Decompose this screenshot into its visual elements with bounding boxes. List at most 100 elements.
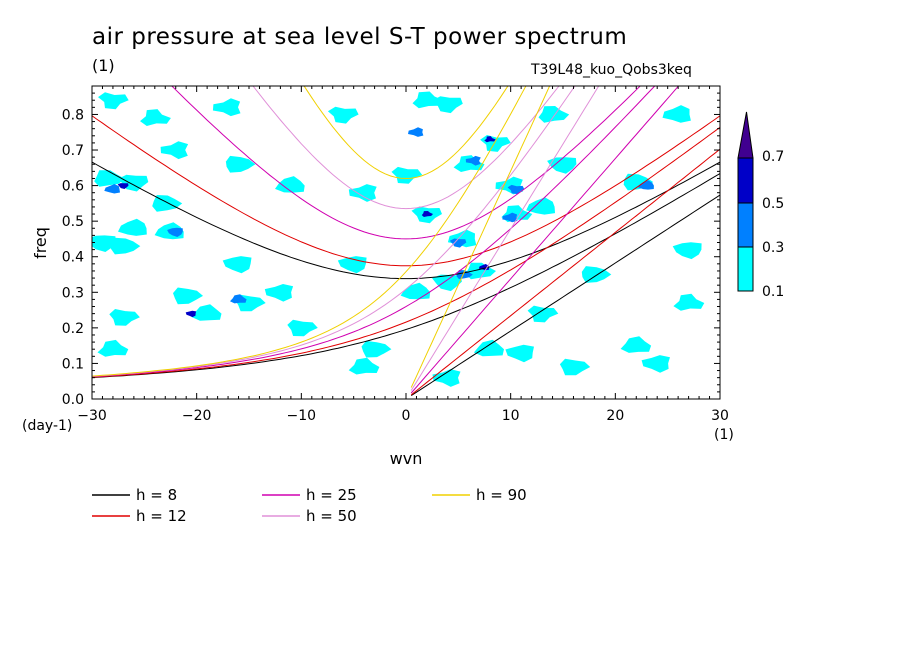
contour-patch	[465, 155, 481, 166]
contour-patch	[673, 293, 705, 311]
contour-patch	[173, 287, 203, 305]
x-tick-label: 30	[711, 408, 729, 424]
legend-label: h = 50	[306, 507, 357, 525]
y-axis-unit: (day-1)	[22, 418, 72, 434]
colorbar-label: 0.1	[762, 284, 784, 300]
y-tick-label: 0.6	[62, 179, 84, 195]
contour-patch	[327, 106, 359, 124]
mrg-curve	[92, 86, 527, 377]
colorbar: 0.1 0.3 0.5 0.7	[737, 111, 784, 300]
contour-patch	[641, 355, 670, 373]
contour-patch	[98, 92, 129, 110]
contour-patch	[662, 105, 691, 123]
contour-patch	[361, 340, 392, 358]
contour-patch	[484, 136, 496, 143]
contour-patch	[222, 256, 252, 274]
contour-patch	[109, 309, 140, 326]
y-tick-label: 0.2	[62, 321, 84, 337]
y-axis-title: freq	[31, 227, 50, 259]
contour-patch	[400, 282, 431, 300]
dispersion-curve-layer	[92, 86, 720, 397]
mrg-curve	[92, 86, 576, 377]
contour-patch	[391, 166, 423, 184]
x-axis-unit: (1)	[714, 427, 734, 443]
legend-label: h = 12	[136, 507, 187, 525]
contour-patch	[212, 98, 241, 117]
contour-patch	[140, 109, 171, 126]
contour-patch	[110, 237, 141, 255]
contour-patch	[92, 235, 116, 252]
kelvin-curve	[410, 86, 551, 388]
chart-title: air pressure at sea level S-T power spec…	[92, 24, 628, 50]
inertio-gravity-curve	[92, 161, 720, 280]
colorbar-segment	[737, 157, 754, 204]
kelvin-curve	[410, 86, 600, 391]
y-tick-label: 0.1	[62, 356, 84, 372]
mrg-curve	[92, 173, 720, 379]
colorbar-label: 0.3	[762, 240, 784, 256]
contour-patch	[94, 170, 125, 187]
contour-patch	[118, 218, 147, 236]
contour-patch	[559, 358, 591, 376]
case-label: T39L48_kuo_Qobs3keq	[531, 62, 692, 78]
mrg-curve	[92, 86, 656, 378]
contour-patch	[502, 212, 518, 223]
inertio-gravity-curve	[252, 86, 560, 210]
mrg-curve	[92, 126, 720, 378]
colorbar-triangle	[737, 111, 754, 159]
kelvin-curve	[410, 86, 680, 394]
y-tick-label: 0.8	[62, 107, 84, 123]
contour-patch	[275, 176, 305, 193]
contour-patch	[547, 157, 577, 174]
legend: h = 8 h = 12 h = 25 h = 50 h = 90	[92, 486, 527, 525]
y-tick-label: 0.3	[62, 285, 84, 301]
x-tick-label: −20	[182, 408, 212, 424]
contour-patch	[453, 155, 485, 172]
contour-patch	[264, 284, 294, 302]
colorbar-segment	[737, 246, 754, 292]
kelvin-curve	[410, 194, 720, 397]
contour-patch	[408, 127, 424, 137]
contour-patch	[167, 227, 183, 237]
contour-patch	[507, 184, 525, 195]
contour-patch	[527, 305, 559, 323]
contour-patch	[160, 141, 189, 160]
contour-patch	[505, 344, 534, 363]
contour-patch	[287, 319, 318, 337]
kelvin-curve	[410, 148, 720, 396]
colorbar-label: 0.7	[762, 149, 784, 165]
x-tick-label: 10	[502, 408, 520, 424]
legend-label: h = 8	[136, 486, 177, 504]
contour-patch	[104, 184, 120, 194]
contour-patch	[465, 262, 496, 280]
inertio-gravity-curve	[303, 86, 509, 180]
contour-patch	[225, 155, 256, 173]
colorbar-label: 0.5	[762, 196, 784, 212]
contour-patch	[620, 336, 652, 353]
contour-patch	[526, 197, 555, 215]
y-tick-label: 0.4	[62, 250, 84, 266]
legend-label: h = 25	[306, 486, 357, 504]
x-tick-label: −10	[287, 408, 317, 424]
contour-patch	[348, 184, 377, 202]
contour-patch	[432, 96, 463, 114]
contour-patch	[421, 211, 433, 217]
title-unit: (1)	[92, 56, 115, 75]
contour-fill-layer	[92, 91, 705, 387]
inertio-gravity-curve	[92, 115, 720, 267]
y-tick-label: 0.7	[62, 143, 84, 159]
contour-patch	[348, 357, 380, 375]
x-tick-label: −30	[77, 408, 107, 424]
contour-patch	[97, 339, 129, 357]
x-tick-label: 20	[606, 408, 624, 424]
x-tick-label: 0	[402, 408, 411, 424]
contour-patch	[449, 238, 467, 248]
contour-patch	[638, 180, 654, 190]
contour-patch	[117, 183, 129, 189]
y-tick-label: 0.0	[62, 392, 84, 408]
contour-patch	[230, 294, 247, 304]
x-axis-title: wvn	[390, 449, 423, 468]
contour-patch	[432, 369, 461, 387]
plot-area	[92, 86, 720, 399]
